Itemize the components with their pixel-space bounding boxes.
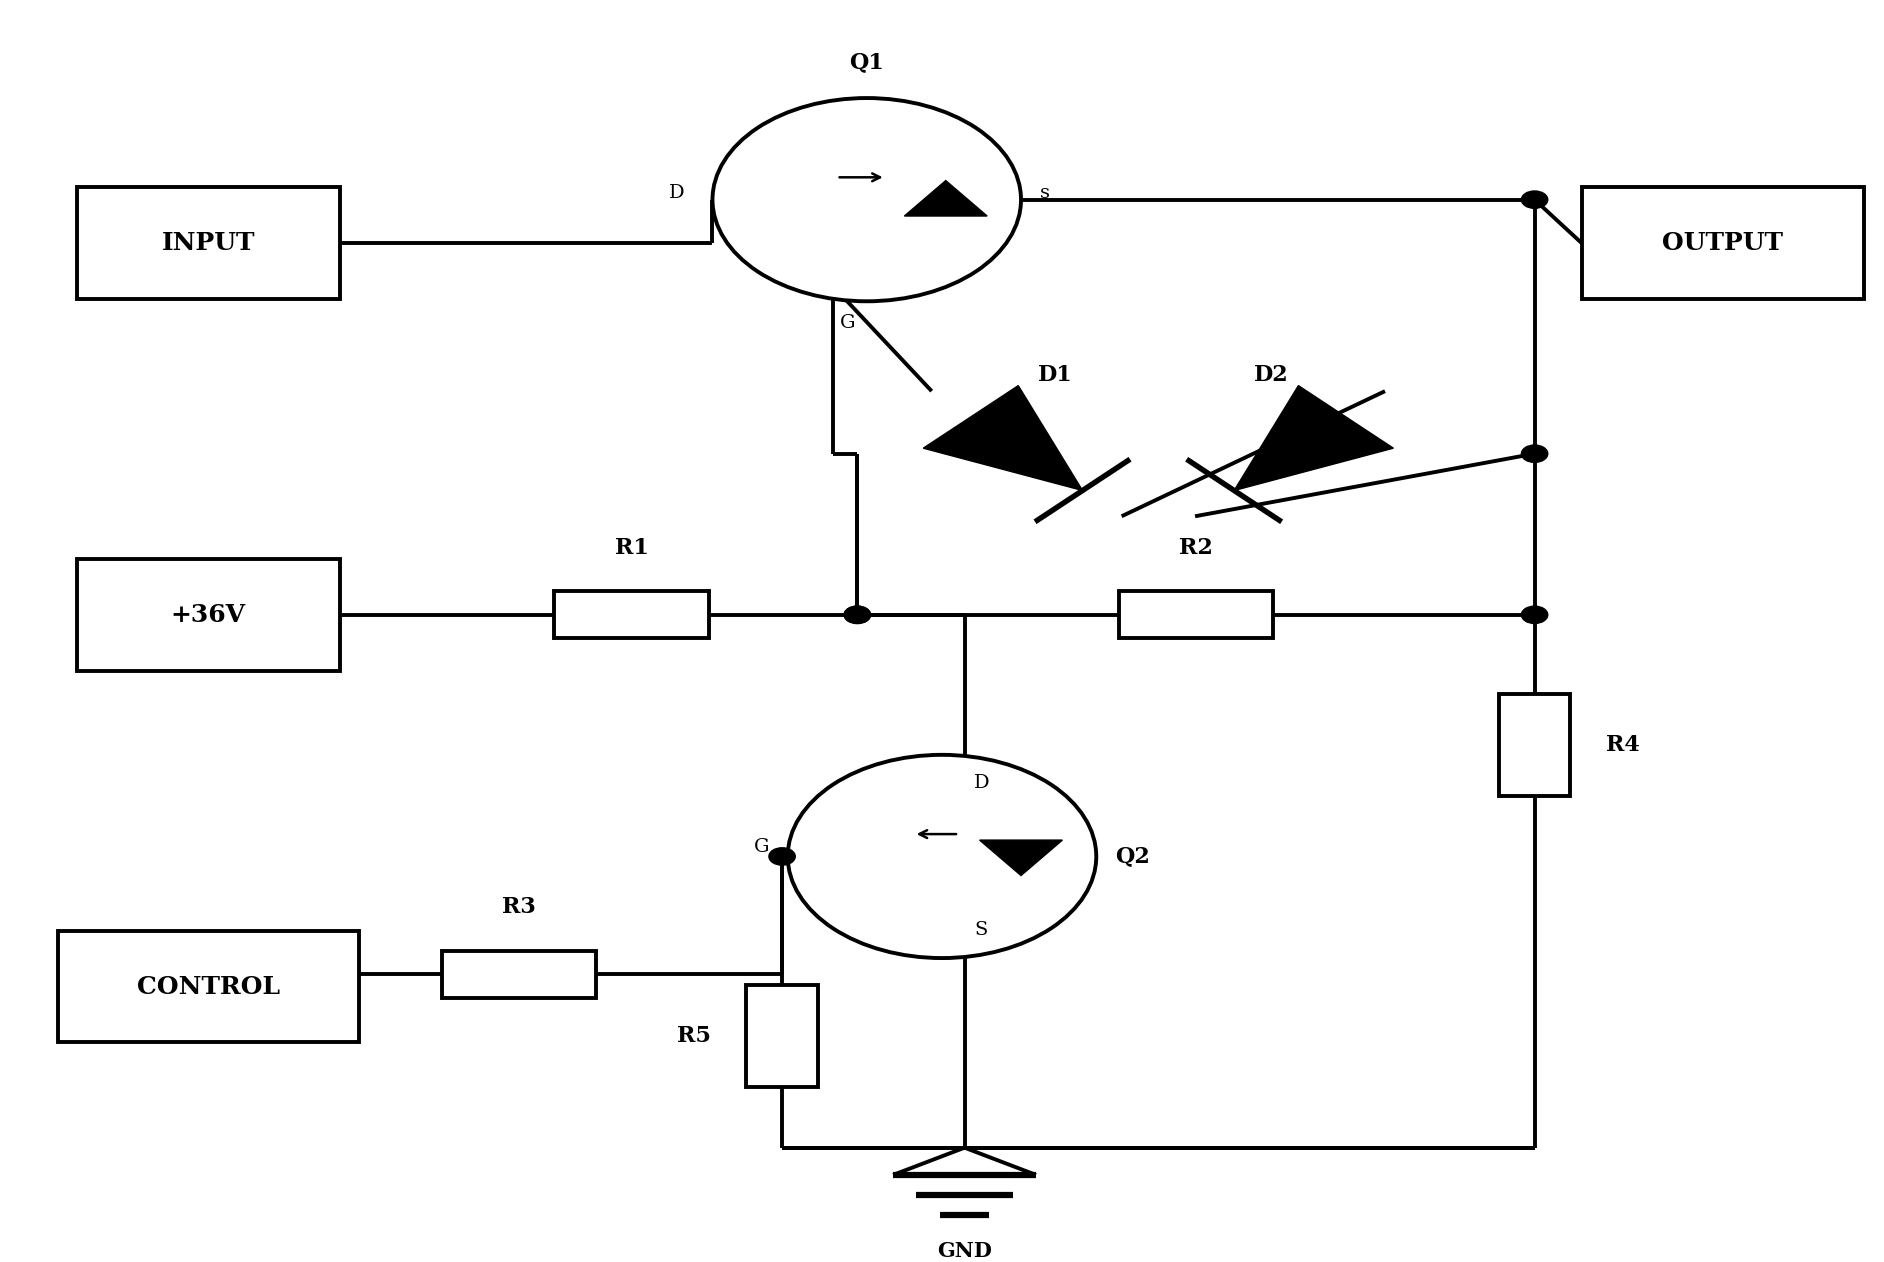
Text: INPUT: INPUT [162, 231, 254, 255]
Text: Q1: Q1 [850, 52, 884, 73]
Text: R4: R4 [1605, 734, 1639, 756]
Circle shape [1522, 445, 1549, 462]
Text: R1: R1 [614, 538, 648, 559]
Bar [746, 986, 818, 1087]
Polygon shape [923, 386, 1083, 491]
Text: G: G [754, 838, 769, 856]
Circle shape [1522, 191, 1549, 208]
Bar [77, 187, 339, 299]
Text: s: s [1040, 184, 1049, 202]
Text: D2: D2 [1255, 363, 1289, 386]
Bar [1581, 187, 1863, 299]
Text: OUTPUT: OUTPUT [1662, 231, 1784, 255]
Text: S: S [974, 920, 987, 939]
Text: GND: GND [936, 1241, 993, 1261]
Polygon shape [1234, 386, 1394, 491]
Circle shape [844, 606, 870, 623]
Circle shape [788, 755, 1096, 958]
Bar [554, 592, 708, 639]
Circle shape [1522, 606, 1549, 623]
Text: CONTROL: CONTROL [138, 974, 281, 998]
Circle shape [769, 848, 795, 866]
Bar [77, 559, 339, 670]
Bar [1500, 694, 1571, 796]
Polygon shape [904, 180, 987, 216]
Bar [58, 931, 358, 1042]
Bar [1119, 592, 1274, 639]
Circle shape [844, 606, 870, 623]
Text: D: D [669, 184, 684, 202]
Text: G: G [840, 314, 855, 332]
Text: D: D [974, 775, 989, 793]
Text: R2: R2 [1179, 538, 1213, 559]
Text: R5: R5 [676, 1025, 710, 1047]
Bar [441, 950, 595, 998]
Text: D1: D1 [1038, 363, 1072, 386]
Circle shape [712, 98, 1021, 302]
Text: R3: R3 [501, 896, 535, 919]
Text: Q2: Q2 [1115, 846, 1149, 867]
Polygon shape [980, 840, 1063, 876]
Text: +36V: +36V [171, 603, 245, 627]
